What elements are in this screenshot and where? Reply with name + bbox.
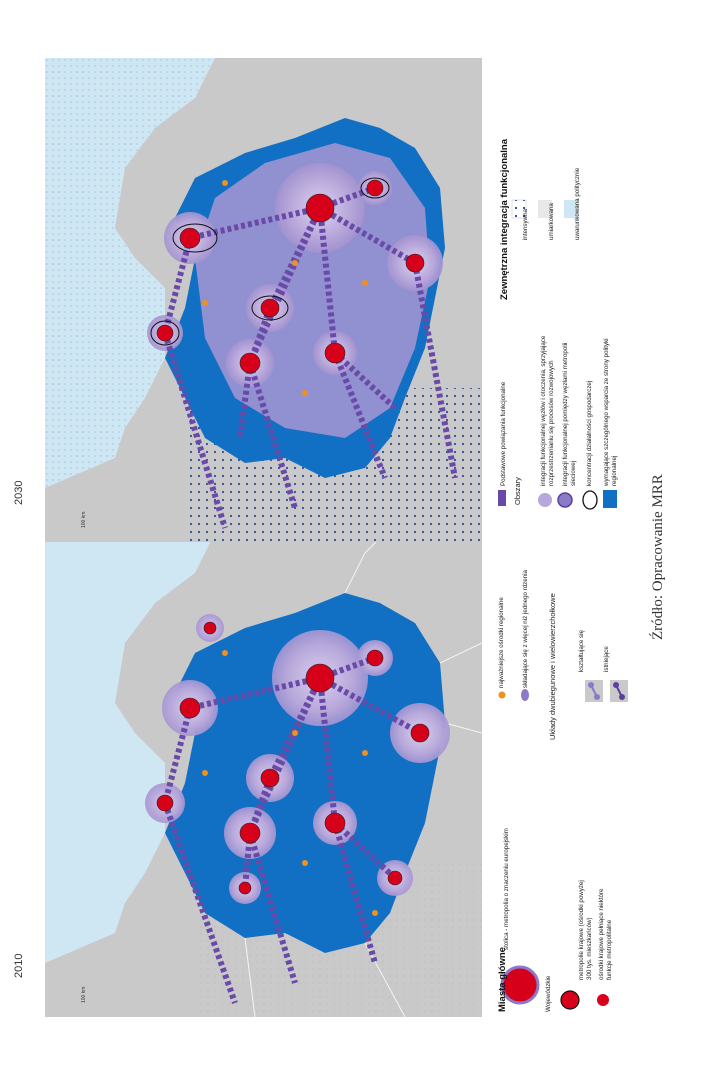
legend-regional-line1: ośrodki krajowe pełniące niektóre — [598, 888, 605, 981]
legend-metro-line2: 300 tys. mieszkańców) — [586, 917, 593, 980]
legend-area2-line1: integracji funkcjonalnej pomiędzy węzłam… — [562, 342, 569, 486]
year-label-2030: 2030 — [13, 480, 25, 505]
functional-links — [162, 655, 422, 1004]
year-label-2010: 2010 — [13, 953, 25, 978]
legend-ext-intensive — [511, 199, 527, 219]
legend-ext3: uwarunkowana politycznie — [574, 167, 581, 240]
legend-area2-line2: sieciowej — [570, 460, 577, 486]
legend-metro-symbol — [560, 990, 580, 1010]
legend-area1-line1: integracji funkcjonalnej węzłów i otocze… — [540, 335, 547, 486]
source-note: Źródło: Opracowanie MRR — [650, 474, 666, 640]
legend-external-title: Zewnętrzna integracja funkcjonalna — [499, 138, 510, 300]
legend-voivodeship-label: Wojewódzkie — [545, 975, 552, 1012]
legend-left-symbols — [498, 680, 628, 1010]
legend-ext2: umiarkowana — [548, 203, 555, 240]
legend-ext-moderate — [538, 200, 552, 218]
legend-multicore-symbol — [521, 689, 529, 701]
legend-existing-label: istniejące — [603, 646, 610, 672]
legend-regional-symbol — [597, 994, 609, 1006]
sea — [45, 533, 215, 963]
legend-systems-title: Układy dwubiegunowe i wielowierzchołkowe — [548, 593, 557, 740]
legend-forming-label: kształtujące się — [578, 630, 585, 672]
legend-area4-line1: wymagające szczególnego wsparcia ze stro… — [603, 338, 610, 486]
legend-areas-title: Obszary — [513, 477, 522, 505]
borders — [244, 533, 482, 1017]
legend-orange-symbol — [498, 691, 506, 699]
legend-area3-symbol — [582, 490, 598, 510]
legend-main-cities-title: Miasta główne — [497, 947, 508, 1012]
legend-links-symbol — [498, 490, 506, 506]
map-2030: 100 km — [45, 58, 482, 542]
legend-area3: koncentracji działalności gospodarczej — [586, 380, 593, 486]
legend-area4-line2: regionalnej — [611, 455, 618, 486]
legend-area1-line2: rozprzestrzenianiu się procesów rozwojow… — [548, 360, 555, 486]
functional-links — [162, 185, 458, 529]
legend-area4-symbol — [603, 490, 617, 508]
legend-regional-line2: funkcje metropolitalne — [606, 919, 613, 980]
legend-ext1: intensywna — [522, 209, 529, 240]
legend-area1-symbol — [538, 493, 552, 507]
sea-dotted — [45, 58, 215, 488]
cities — [156, 621, 430, 895]
legend-capital-symbol — [500, 965, 540, 1005]
scale-bar-2010: 100 km — [81, 987, 87, 1003]
regional-centres — [202, 650, 378, 916]
cities — [156, 179, 425, 374]
map-2010: 100 km — [45, 533, 482, 1017]
legend-regional-small: najważniejsze ośrodki regionalne — [498, 597, 505, 688]
legend-area2-symbol — [557, 492, 573, 508]
legend-basic-links: Podstawowe powiązania funkcjonalne — [500, 381, 507, 486]
legend-metro-line1: metropolie krajowe (ośrodki powyżej — [578, 880, 585, 980]
legend-right-symbols — [498, 199, 617, 510]
concentration-outlines — [150, 177, 390, 346]
legend-multicore: składające się z więcej niż jednego rdze… — [522, 570, 529, 688]
legend-capital-label: stolica - metropolia o znaczeniu europej… — [503, 828, 510, 950]
regional-centres — [202, 180, 368, 396]
legend-ext-political — [564, 200, 578, 218]
scale-bar-2030: 100 km — [81, 512, 87, 528]
